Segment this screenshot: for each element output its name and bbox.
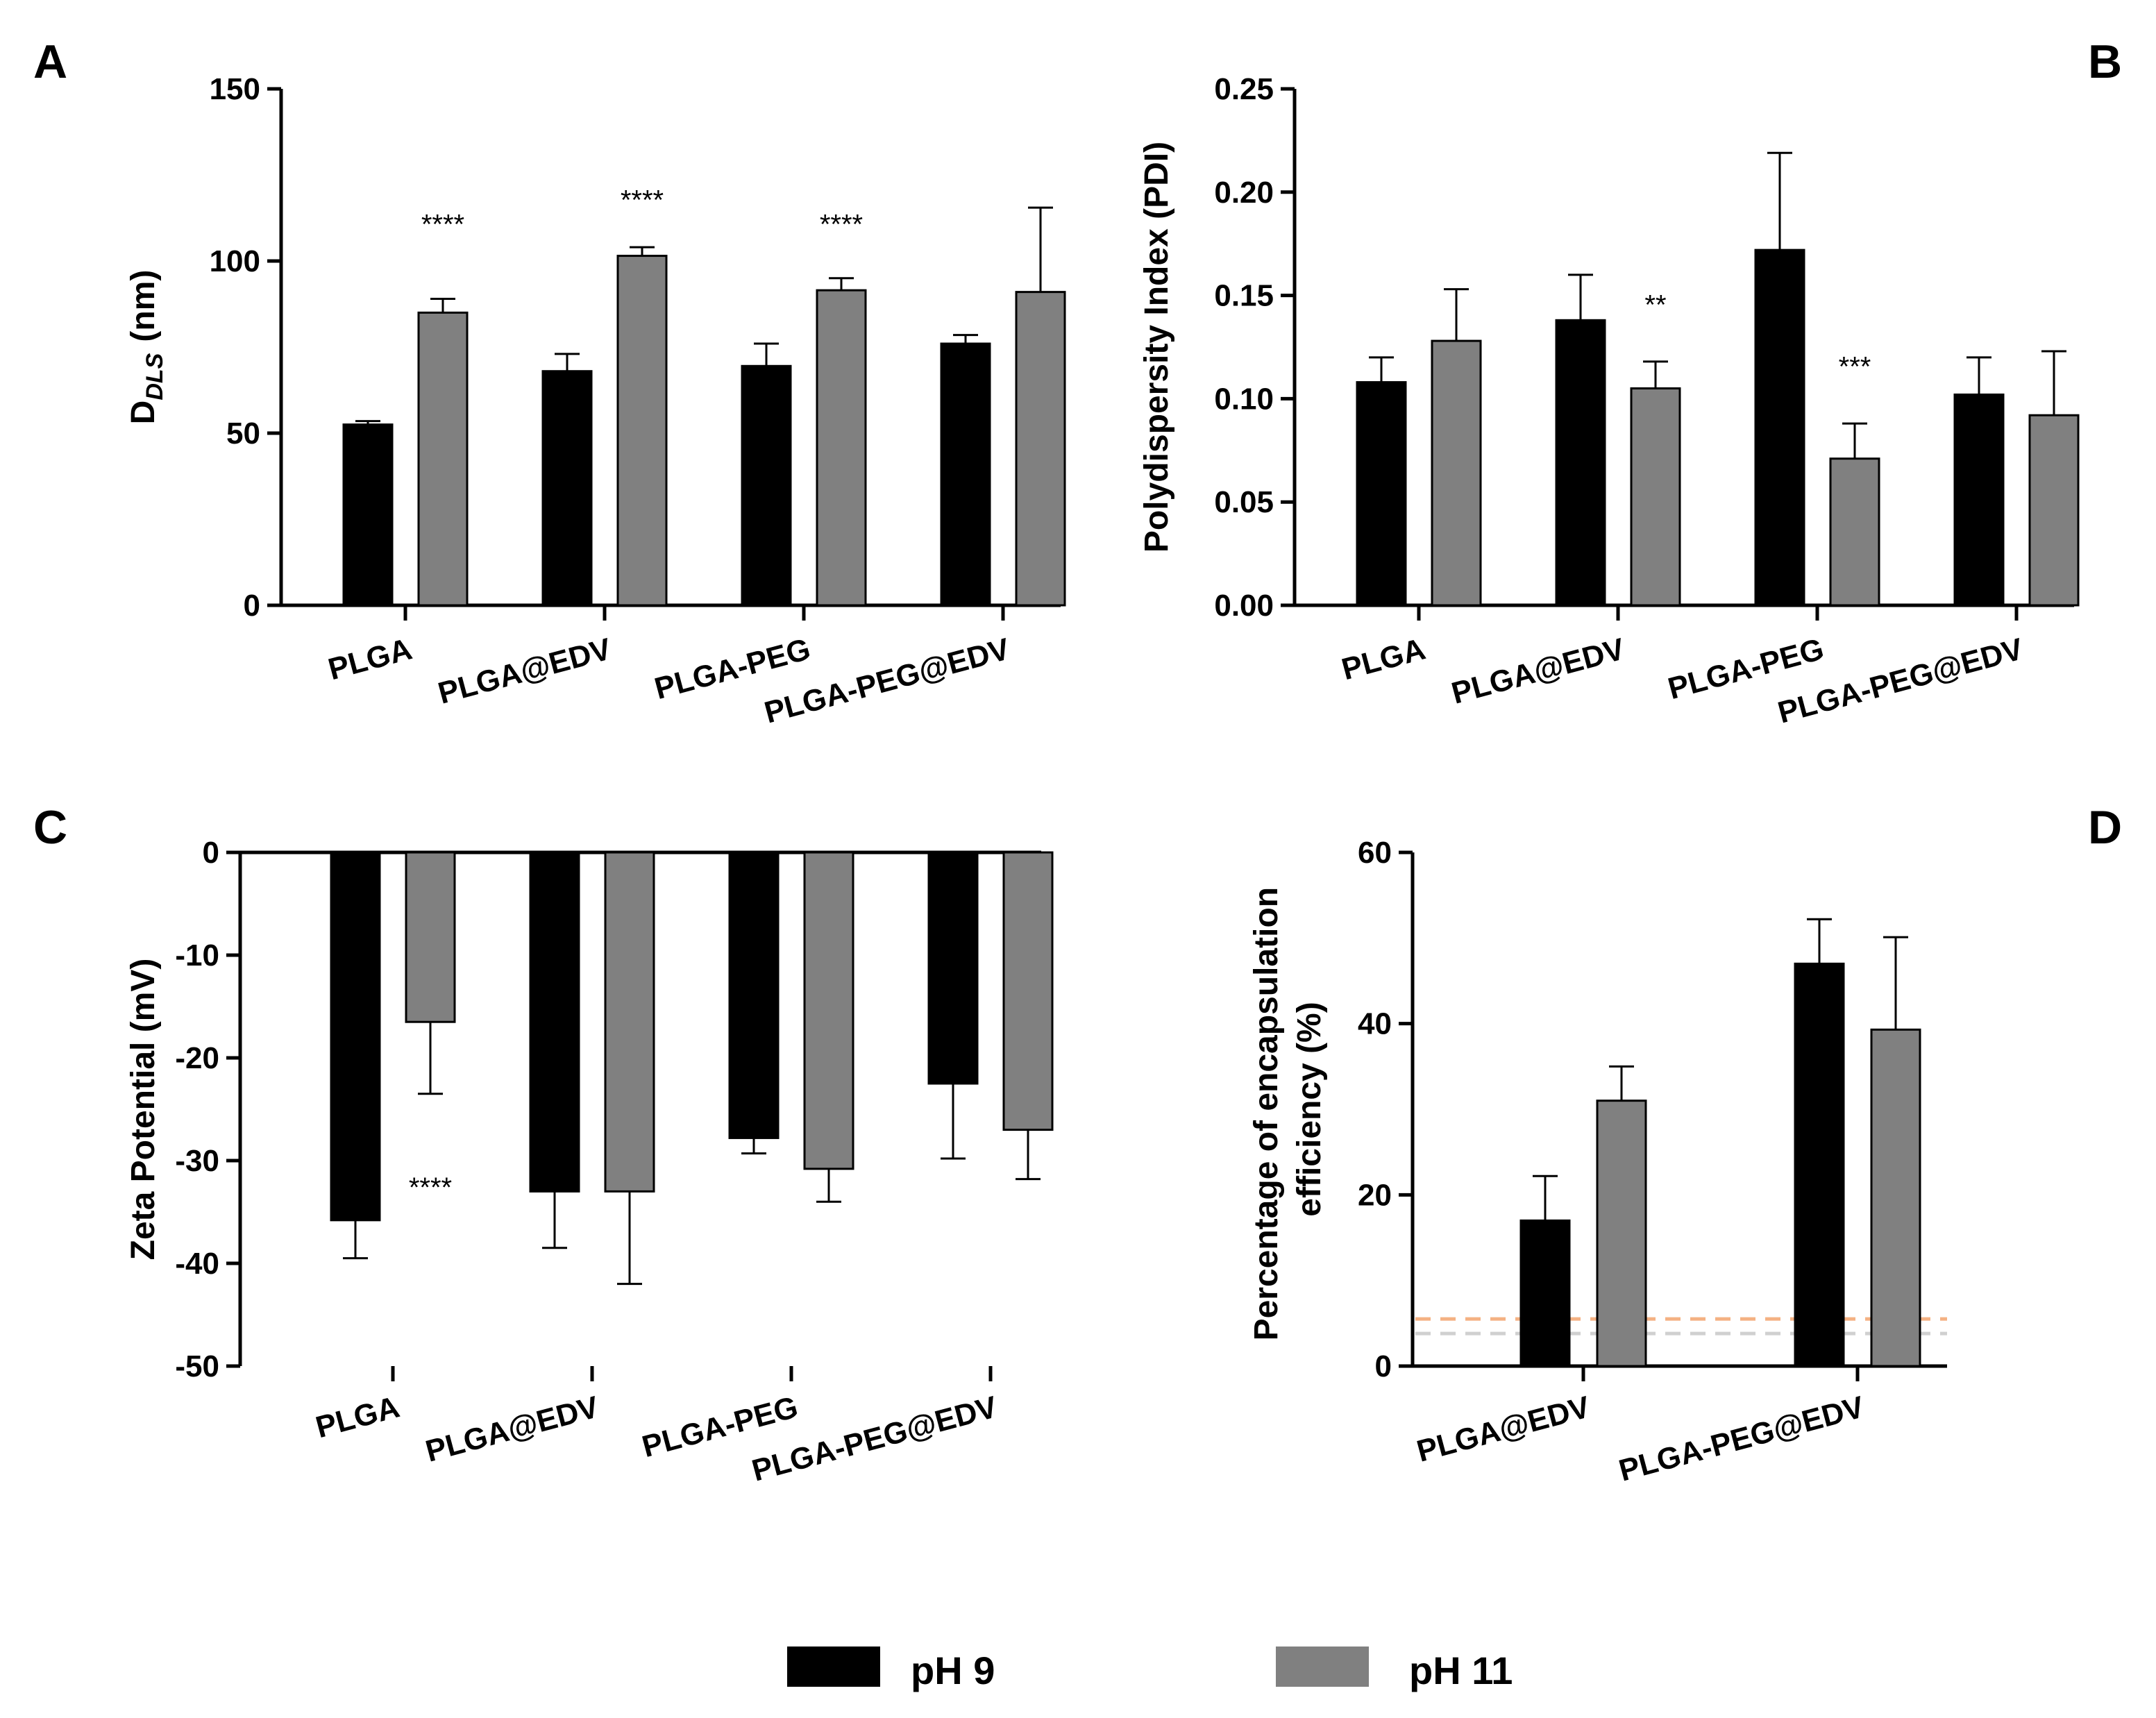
panel-a-y-label-sub: DLS xyxy=(142,353,168,400)
panel-b-significance-label: *** xyxy=(1839,352,1871,382)
panel-d-bar xyxy=(1794,962,1845,1367)
panel-b-significance-label: ** xyxy=(1644,289,1666,320)
panel-a-bar xyxy=(816,289,867,607)
panel-b-y-tick-label: 0.05 xyxy=(1214,485,1274,519)
panel-c-bar xyxy=(604,851,655,1193)
panel-a-significance-label: **** xyxy=(820,209,863,239)
panel-d-y-tick-label: 40 xyxy=(1358,1007,1392,1041)
panel-a-y-tick-label: 0 xyxy=(244,589,260,623)
panel-d-y-tick-label: 20 xyxy=(1358,1178,1392,1212)
panel-d-y-tick-label: 0 xyxy=(1375,1349,1392,1383)
panel-b-bar xyxy=(1754,249,1805,607)
legend-label-ph9: pH 9 xyxy=(911,1649,995,1692)
panel-d-chart: Percentage of encapsulation efficiency (… xyxy=(1248,836,1947,1488)
panel-d-bar xyxy=(1870,1028,1921,1367)
panel-d-y-label-line2: efficiency (%) xyxy=(1291,1002,1328,1216)
panel-a-bar xyxy=(1015,291,1066,607)
panel-letter-d: D xyxy=(2088,801,2122,854)
panel-b-bar xyxy=(1953,393,2005,607)
panel-a-y-tick-label: 50 xyxy=(226,416,260,450)
panel-a-bar xyxy=(541,370,593,607)
panel-letter-c: C xyxy=(33,801,67,854)
panel-c-y-axis-label: Zeta Potential (mV) xyxy=(125,959,162,1261)
panel-a-bar xyxy=(342,423,394,607)
legend-swatch-ph9 xyxy=(787,1647,880,1687)
panel-b-bar xyxy=(1630,387,1681,607)
panel-c-y-tick-label: -40 xyxy=(175,1247,219,1281)
panel-a-y-tick-label: 150 xyxy=(210,72,260,106)
panel-d-bar xyxy=(1596,1100,1647,1367)
legend-swatch-ph11 xyxy=(1276,1647,1369,1687)
panel-c-bar xyxy=(405,851,456,1023)
panel-c-bar xyxy=(927,851,979,1085)
panel-letter-b: B xyxy=(2088,35,2122,88)
panel-b-bar xyxy=(2028,414,2080,607)
panel-b-y-tick-label: 0.00 xyxy=(1214,589,1274,623)
panel-a-y-axis-label: DDLS (nm) xyxy=(125,270,168,425)
panel-a-bar xyxy=(741,364,792,607)
panel-a-bar xyxy=(616,255,668,607)
panel-d-y-label-line1: Percentage of encapsulation xyxy=(1248,887,1285,1341)
panel-a-significance-label: **** xyxy=(621,185,664,216)
panel-c-bar xyxy=(529,851,580,1193)
panel-d-bar xyxy=(1519,1219,1571,1367)
panel-b-y-axis-label: Polydispersity Index (PDI) xyxy=(1138,142,1175,553)
panel-b-bar xyxy=(1431,339,1482,607)
panel-a-bar xyxy=(940,342,991,607)
panel-d-y-tick-label: 60 xyxy=(1358,836,1392,870)
panel-b-y-tick-label: 0.20 xyxy=(1214,176,1274,210)
panel-c-y-tick-label: -10 xyxy=(175,938,219,972)
legend: pH 9 pH 11 xyxy=(787,1647,1513,1692)
panel-c-y-tick-label: -20 xyxy=(175,1041,219,1075)
panel-a-bar xyxy=(417,311,469,607)
panel-b-y-tick-label: 0.10 xyxy=(1214,382,1274,416)
panel-c-significance-label: **** xyxy=(409,1172,452,1203)
panel-c-bar xyxy=(330,851,381,1222)
panel-a-significance-label: **** xyxy=(421,209,464,239)
panel-c-y-tick-label: 0 xyxy=(203,836,219,870)
panel-a-y-label-main: D xyxy=(125,401,162,425)
panel-b-bar xyxy=(1356,381,1407,607)
panel-c-y-tick-label: -30 xyxy=(175,1144,219,1178)
panel-b-bar xyxy=(1829,457,1880,607)
panel-c-bar xyxy=(1002,851,1054,1131)
panel-c-bar xyxy=(728,851,780,1139)
panel-b-bar xyxy=(1555,319,1606,607)
legend-label-ph11: pH 11 xyxy=(1409,1649,1513,1692)
panel-c-y-tick-label: -50 xyxy=(175,1349,219,1383)
panel-a-y-tick-label: 100 xyxy=(210,244,260,278)
panel-d-y-axis-label: Percentage of encapsulation efficiency (… xyxy=(1248,878,1328,1341)
panel-c-bar xyxy=(803,851,854,1170)
panel-b-y-tick-label: 0.15 xyxy=(1214,279,1274,313)
panel-b-y-tick-label: 0.25 xyxy=(1214,72,1274,106)
panel-letter-a: A xyxy=(33,35,67,88)
panel-a-y-label-unit: (nm) xyxy=(125,270,162,342)
